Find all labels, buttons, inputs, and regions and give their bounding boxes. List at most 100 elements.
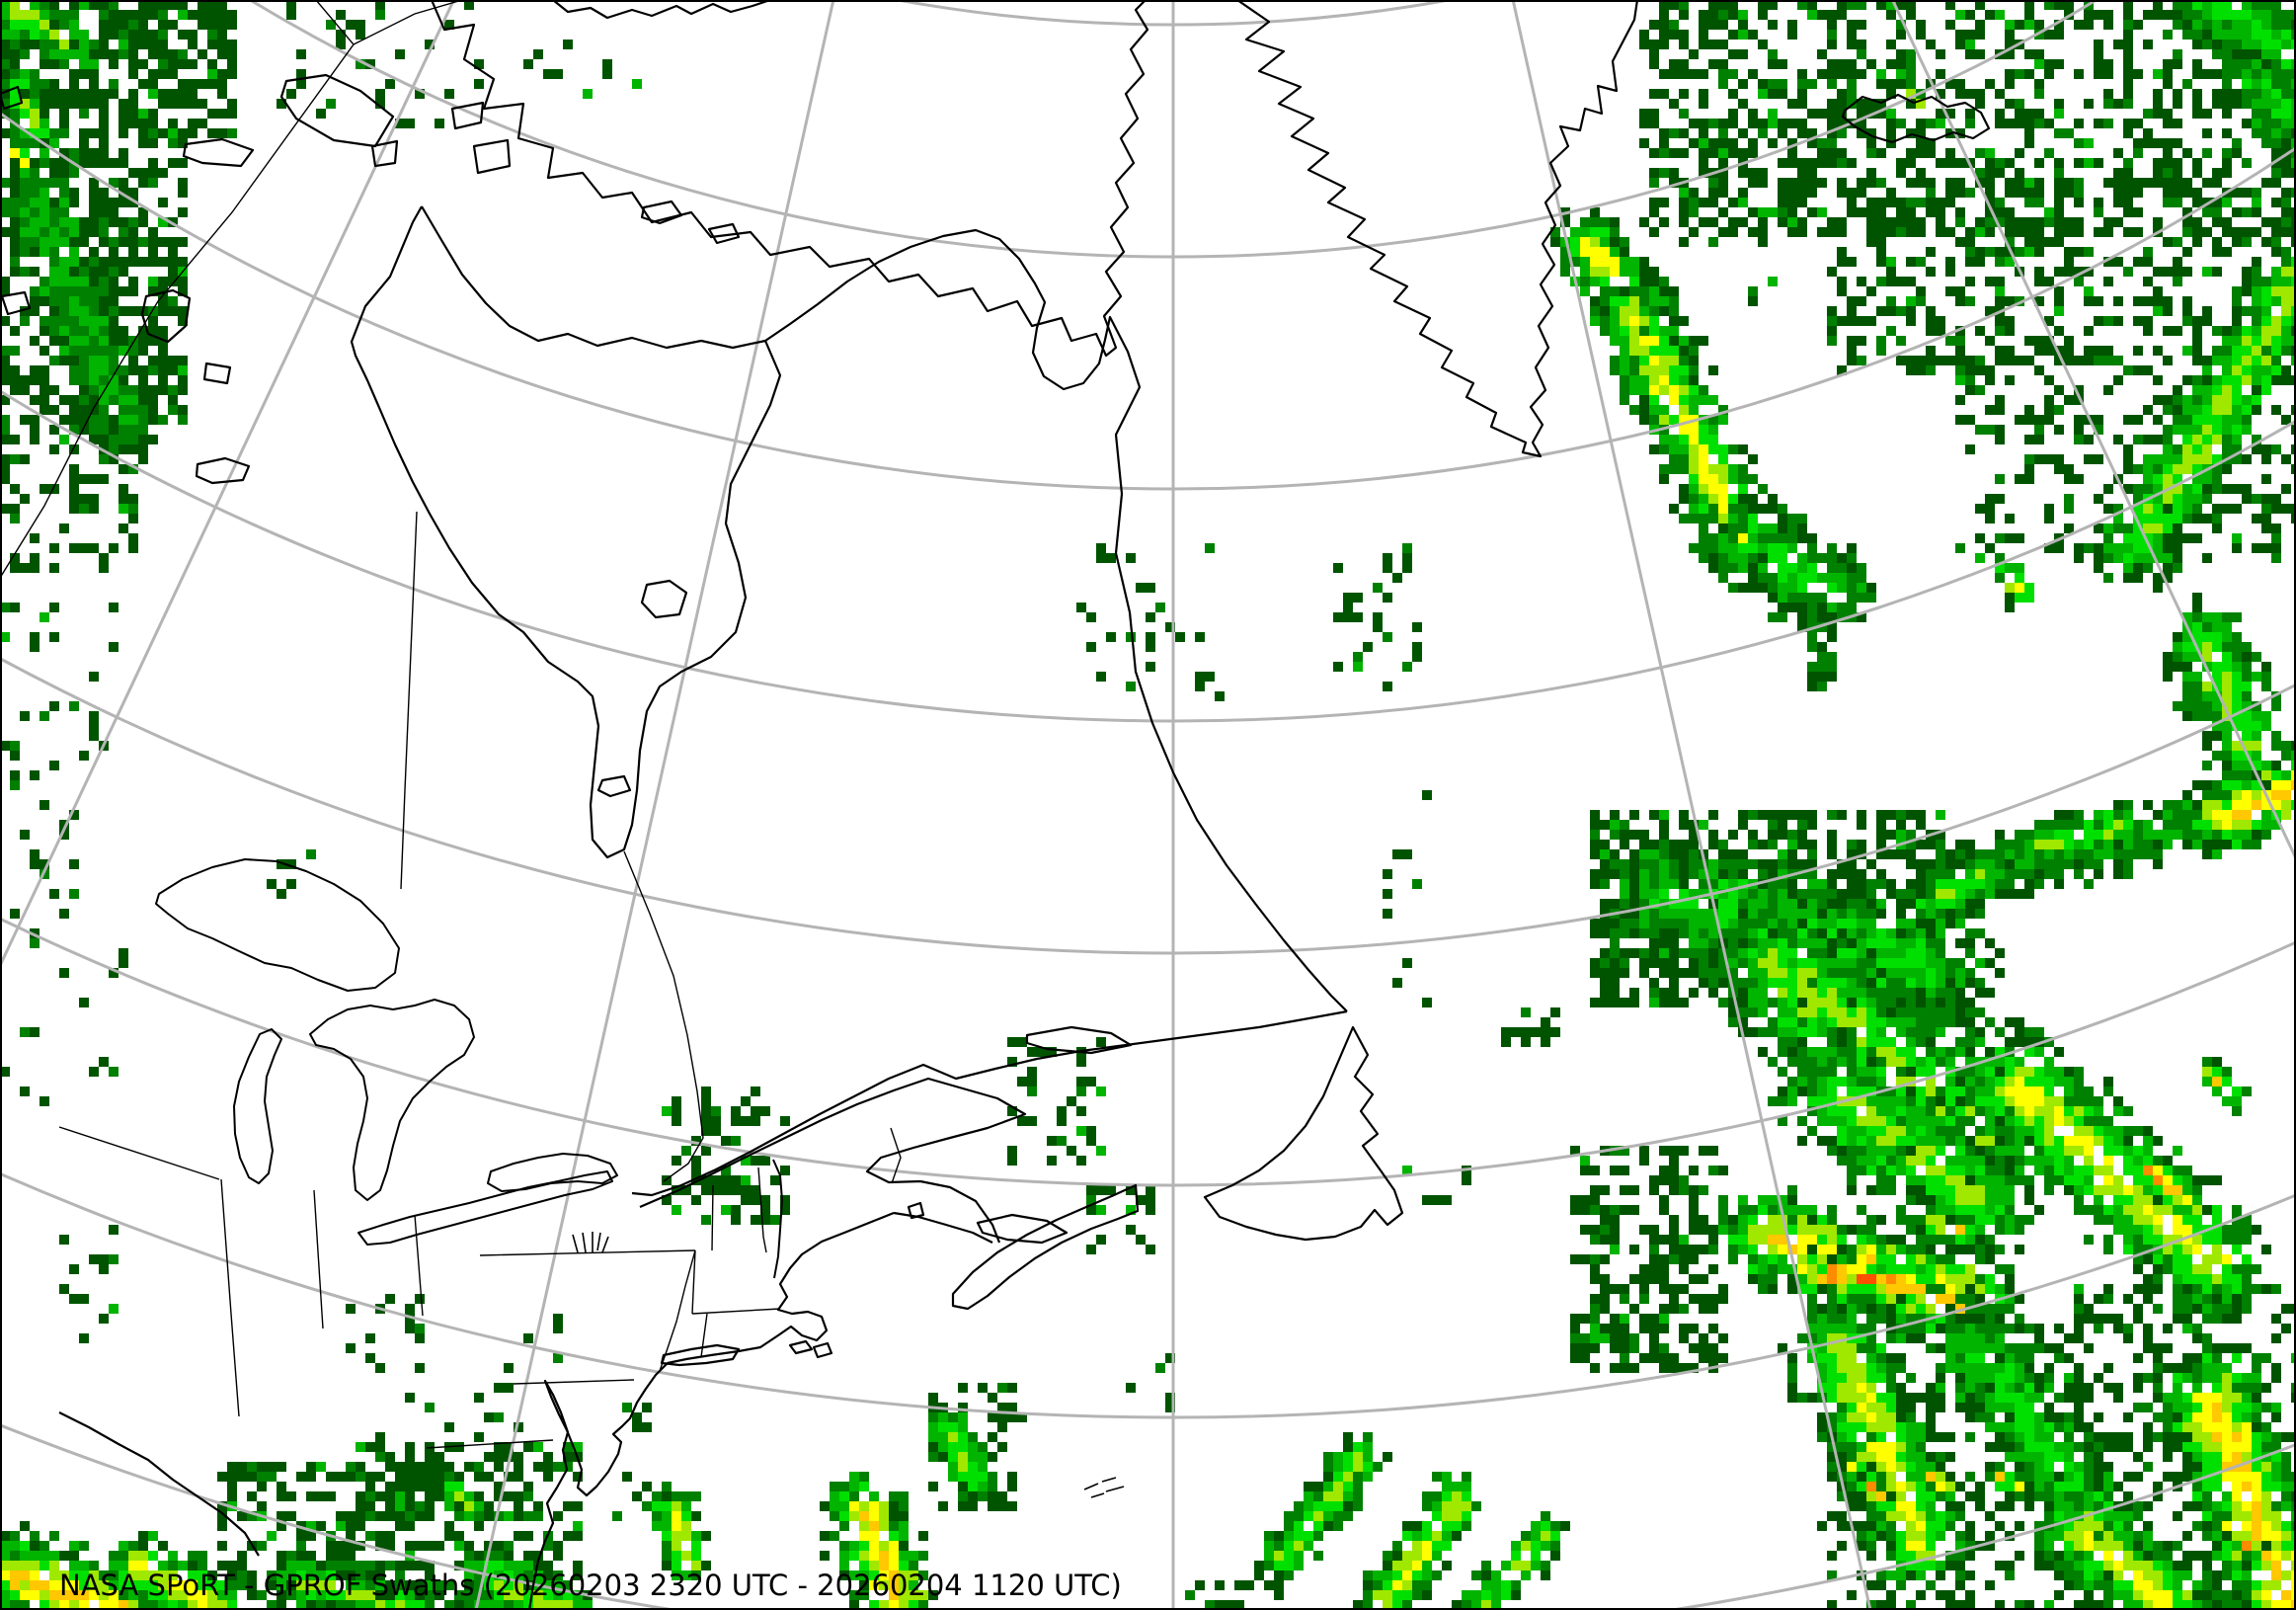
- coast-belcher-islands: [640, 579, 688, 619]
- coast-baffin-island: [430, 0, 1149, 358]
- precip-band-sw-small-cell: [435, 1482, 494, 1531]
- border-mason-dixon: [513, 1379, 635, 1385]
- coast-greenland: [1236, 0, 1639, 458]
- precip-speckle-top-center-specks-2: [523, 40, 642, 99]
- lake-lake-huron: [309, 999, 475, 1201]
- scribble-finger-lakes: [572, 1232, 609, 1253]
- precip-speckle-stlawrence-patches: [662, 1087, 790, 1225]
- precip-speckle-top-center-specks: [277, 0, 484, 128]
- precip-speckle-labrador-sea-trail-3: [1383, 682, 1432, 1007]
- precip-band-main-swath-core-3: [1768, 1027, 2044, 1254]
- border-ny-ct-ma: [691, 1249, 696, 1315]
- coast-marthas-vineyard: [788, 1339, 814, 1355]
- coast-ohio-river: [58, 1411, 260, 1557]
- coast-anticosti-island: [1025, 1025, 1133, 1055]
- precip-speckle-left-edge-sparse: [0, 553, 119, 840]
- precip-band-comma-blob: [2163, 593, 2291, 790]
- precip-band-south-tail: [1778, 1294, 1975, 1600]
- scribbles-layer: [572, 1232, 1125, 1498]
- precip-band-south-tail-orange: [1837, 1452, 1886, 1511]
- precip-band-diag-streak-2: [1353, 1472, 1481, 1610]
- precip-band-sw-corner-bright-2: [99, 1531, 267, 1610]
- coast-arctic-isle-1: [370, 139, 399, 168]
- precip-band-nw-mid-wash: [0, 158, 178, 474]
- precip-band-greenland-swath-tail: [1797, 603, 1837, 691]
- precip-speckle-bottom-mid-specks: [1185, 1580, 1284, 1610]
- coast-top-arctic-coast: [552, 0, 771, 20]
- border-maine-nb: [890, 1127, 902, 1184]
- lakes-layer: [155, 858, 783, 1279]
- coast-coats-island: [182, 137, 255, 168]
- coast-mansel-island: [202, 362, 232, 385]
- precip-band-sw-corner-bright-1: [0, 1521, 148, 1610]
- border-ct-ny-south: [700, 1313, 708, 1358]
- precip-band-midband-right: [2173, 741, 2296, 859]
- precip-band-nj-offshore-cell: [642, 1482, 711, 1580]
- precip-band-cell-2035: [1995, 553, 2034, 612]
- border-il-in: [220, 1178, 240, 1417]
- coast-james-isle: [195, 456, 251, 485]
- coast-left-islet-2: [0, 85, 24, 111]
- precip-speckle-gulf-patches-2: [1086, 1185, 1155, 1254]
- precip-speckle-gulf-patches: [1007, 1037, 1106, 1166]
- border-territorial-ne: [353, 0, 463, 45]
- coast-prince-edward-island: [976, 1213, 1069, 1245]
- coast-new-brunswick-fundy: [893, 1211, 993, 1244]
- border-va-nc: [426, 1439, 554, 1449]
- coast-nova-scotia: [951, 1183, 1140, 1311]
- precip-speckle-left-midlow-specks: [59, 1225, 119, 1343]
- coast-foxe-isle: [140, 288, 192, 344]
- coast-stlawrence-south-gaspe: [639, 1077, 1027, 1244]
- precip-band-se-or-dot-2: [1985, 1472, 2034, 1501]
- borders-layer: [0, 0, 902, 1449]
- border-oh-pa: [414, 1214, 424, 1317]
- lake-lake-erie: [357, 1170, 613, 1246]
- precip-speckle-nj-shore-patch: [622, 1403, 652, 1432]
- coast-long-island: [660, 1343, 741, 1367]
- coast-hudson-strait-isle-2: [707, 222, 741, 245]
- precip-band-shelf-bright-cell: [820, 1472, 938, 1610]
- precip-band-diag-streak-3: [1452, 1511, 1570, 1610]
- precip-speckle-superior-north-specks: [267, 849, 316, 899]
- precip-band-va-bright: [454, 1541, 593, 1610]
- precip-band-ne-top-corner: [2173, 0, 2296, 99]
- border-ma-ct-ri: [691, 1308, 781, 1315]
- coast-hudson-bay: [350, 205, 782, 859]
- coast-ungava-labrador: [764, 228, 1348, 1012]
- lake-lake-champlain: [772, 1159, 783, 1279]
- precip-speckle-iceland-specks: [1847, 59, 1896, 119]
- coast-arctic-isle-2: [450, 101, 485, 130]
- scribble-sable-island: [1083, 1477, 1125, 1498]
- precip-band-nw-yellow-dot: [10, 138, 30, 178]
- precip-band-right-band-amber: [2202, 1057, 2252, 1116]
- precip-band-right-band: [1955, 1017, 2281, 1333]
- precip-speckle-speck-1516-1015: [1501, 1007, 1560, 1047]
- precip-speckle-left-edge-sparse-2: [0, 849, 128, 1106]
- precip-band-se-or-dot-1: [1916, 1462, 1955, 1501]
- precip-speckle-labrador-sea-trail-1: [1076, 543, 1225, 701]
- border-ny-pa: [479, 1249, 696, 1256]
- precip-band-sw-corner-green: [267, 1551, 444, 1610]
- coast-hudson-strait-isle-1: [640, 200, 683, 225]
- coastline-layer: [0, 0, 1991, 1610]
- precip-band-main-swath-orange-2: [1926, 1205, 1985, 1254]
- lake-lake-ontario: [487, 1153, 618, 1192]
- precip-band-ne-bright-streak: [2094, 227, 2296, 593]
- border-in-oh: [313, 1189, 324, 1329]
- coast-left-islet-1: [0, 290, 32, 316]
- precip-band-nw-bright-1: [0, 0, 109, 69]
- coast-arctic-isle-3: [472, 138, 512, 175]
- coast-newfoundland: [1203, 1025, 1404, 1242]
- precip-speckle-swath-dark-wing: [1570, 1146, 1728, 1373]
- precip-speckle-labrador-sea-trail-2: [1333, 543, 1422, 672]
- precip-band-ne-corner-bright: [2222, 30, 2296, 178]
- coast-iceland-fragment: [1841, 93, 1991, 144]
- lake-lake-michigan: [233, 1028, 282, 1184]
- border-vt-nh: [757, 1167, 767, 1253]
- precip-speckle-shelf-cells-2: [988, 1383, 1027, 1422]
- precip-speckle-greenland-swath-specks: [1748, 277, 1778, 306]
